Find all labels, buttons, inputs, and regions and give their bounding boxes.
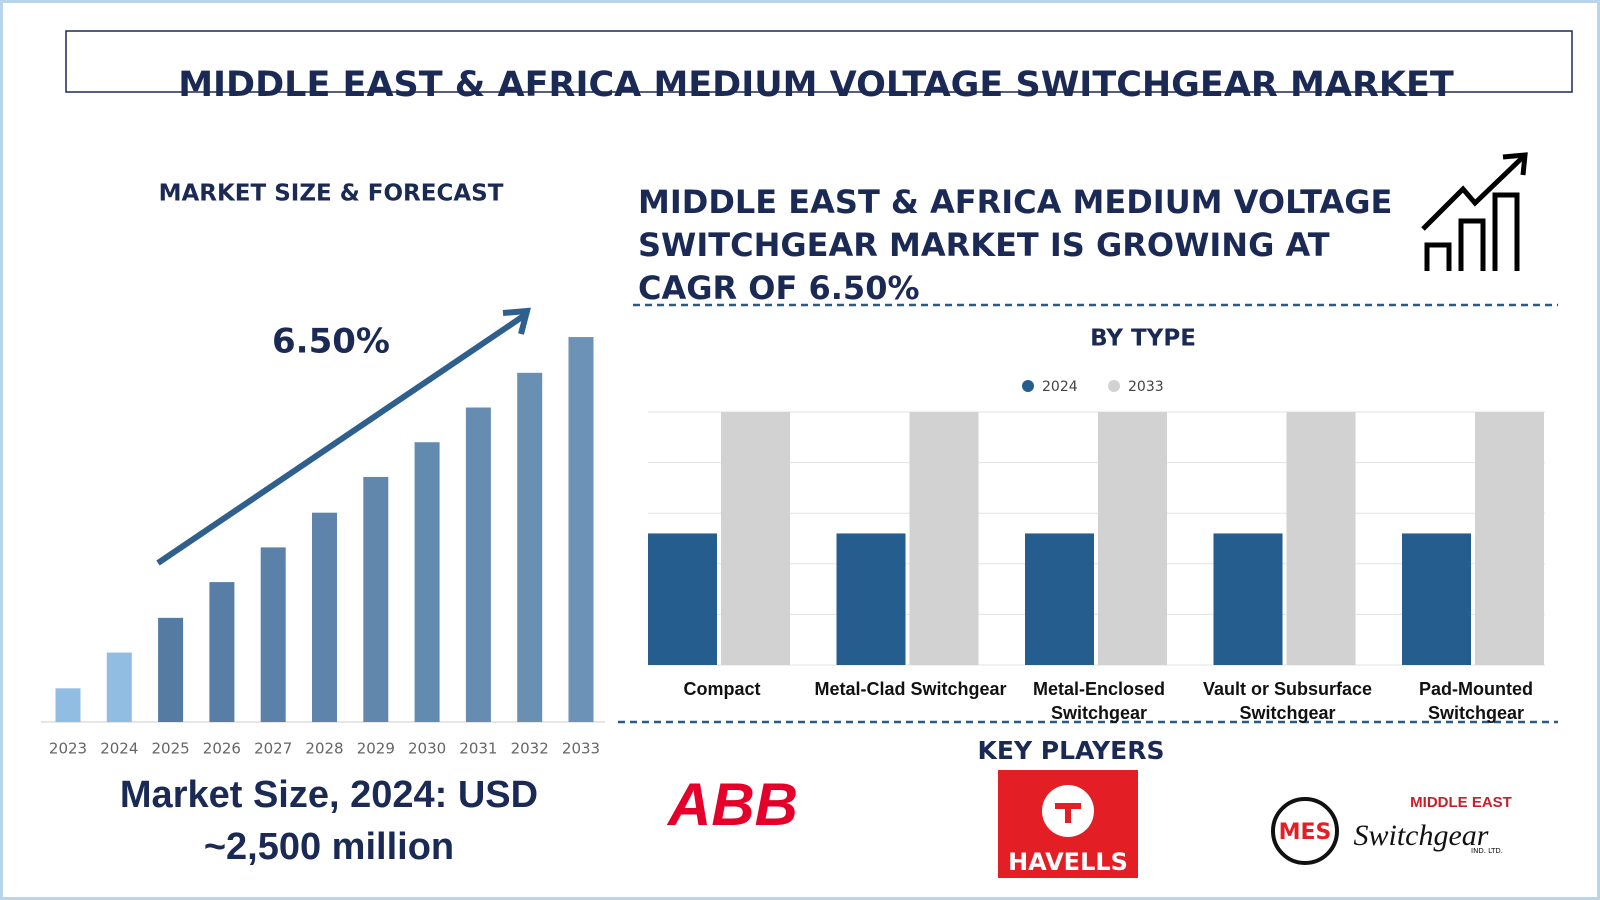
page-title: MIDDLE EAST & AFRICA MEDIUM VOLTAGE SWIT… — [178, 65, 1454, 105]
x-tick-label: 2023 — [49, 740, 87, 758]
trend-arrow-head — [502, 307, 531, 335]
bar — [1098, 412, 1167, 665]
mes-mark: MES — [1279, 820, 1332, 845]
bar — [517, 372, 543, 722]
legend-label: 2033 — [1128, 379, 1164, 395]
legend-marker — [1022, 380, 1034, 392]
x-tick-label: 2033 — [562, 740, 600, 758]
bar — [363, 476, 389, 722]
bar — [312, 512, 337, 722]
market-size: Market Size, 2024: USD ~2,500 million — [119, 774, 539, 868]
bar — [1475, 412, 1544, 665]
bar — [568, 337, 594, 722]
mes-line3: IND. LTD. — [1471, 847, 1503, 855]
x-tick-label: 2027 — [254, 740, 292, 758]
bar — [106, 652, 132, 722]
bar — [465, 407, 491, 722]
abb-logo: ABB — [666, 771, 798, 838]
cagr-annotation: 6.50% — [272, 322, 390, 362]
chart-title: BY TYPE — [1090, 326, 1196, 352]
bar — [55, 688, 81, 722]
mes-ring — [1271, 797, 1339, 865]
havells-icon-mark — [1055, 803, 1081, 823]
x-tick-label: 2030 — [408, 740, 446, 758]
bar — [836, 533, 906, 665]
bar — [1286, 412, 1356, 665]
chart-title: MARKET SIZE & FORECAST — [159, 181, 504, 207]
mes-line2: Switchgear — [1354, 819, 1489, 852]
x-tick-label: 2032 — [511, 740, 549, 758]
x-tick-label: Metal-Clad Switchgear — [814, 679, 1007, 699]
x-tick-label: 2026 — [203, 740, 241, 758]
mes-line1: MIDDLE EAST — [1410, 794, 1512, 811]
bar — [1213, 533, 1283, 665]
bar — [648, 533, 717, 665]
x-tick-label: Pad-Mounted Switchgear — [1419, 679, 1533, 723]
bar — [209, 582, 235, 722]
title-box — [65, 30, 1573, 93]
bar — [1402, 533, 1471, 665]
headline-line: SWITCHGEAR MARKET IS GROWING AT — [638, 226, 1330, 264]
x-tick-label: 2031 — [459, 740, 497, 758]
legend-marker — [1108, 380, 1120, 392]
x-tick-label: 2025 — [152, 740, 190, 758]
canvas: ABB HAVELLS MES MIDDLE EAST Switchgear I… — [41, 30, 1573, 878]
bar — [1025, 533, 1094, 665]
bar — [721, 412, 790, 665]
x-tick-label: 2024 — [100, 740, 138, 758]
x-tick-label: Vault or Subsurface Switchgear — [1202, 679, 1373, 723]
x-tick-label: Metal-Enclosed Switchgear — [1032, 679, 1166, 723]
headline-line: MIDDLE EAST & AFRICA MEDIUM VOLTAGE — [638, 183, 1393, 221]
bar — [158, 617, 184, 722]
bar — [414, 442, 440, 722]
havells-text: HAVELLS — [1008, 848, 1128, 876]
headline-line: CAGR OF 6.50% — [638, 269, 920, 307]
x-tick-label: 2029 — [357, 740, 395, 758]
legend-label: 2024 — [1042, 379, 1078, 395]
section-title: KEY PLAYERS — [978, 736, 1165, 765]
trend-arrow — [156, 312, 527, 566]
bar — [260, 547, 286, 722]
headline: MIDDLE EAST & AFRICA MEDIUM VOLTAGE SWITC… — [638, 181, 1392, 310]
x-tick-label: Compact — [683, 679, 761, 699]
x-tick-label: 2028 — [305, 740, 343, 758]
growth-icon — [1421, 152, 1528, 271]
bar — [909, 412, 979, 665]
